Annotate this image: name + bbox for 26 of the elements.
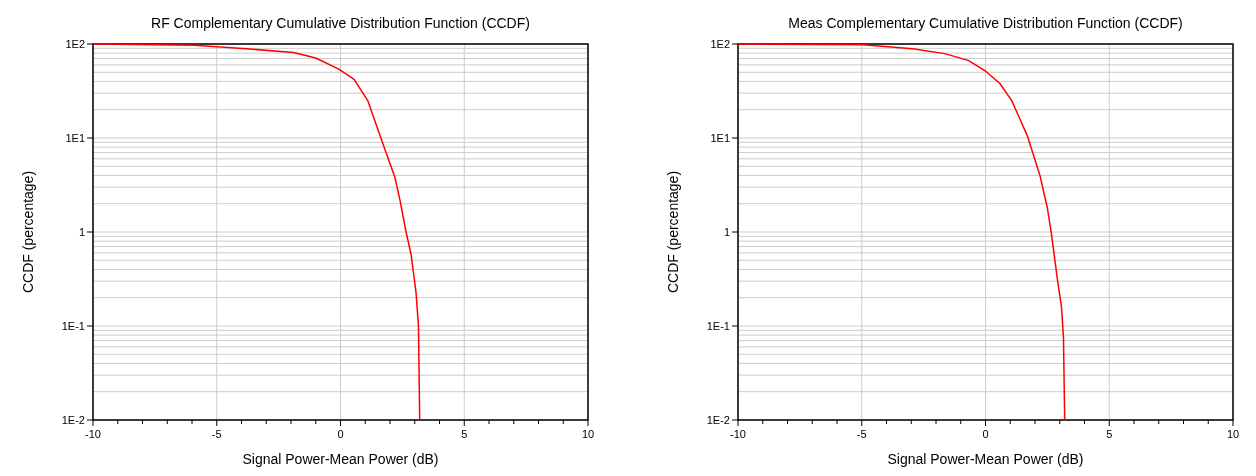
y-tick-label: 1E2 — [65, 38, 85, 50]
x-tick-label: 5 — [1106, 428, 1113, 440]
x-tick-label: 5 — [461, 428, 468, 440]
x-tick-label: 10 — [581, 428, 595, 440]
y-tick-label: 1E-1 — [61, 320, 85, 332]
y-tick-label: 1 — [78, 226, 85, 238]
x-tick-label: -5 — [211, 428, 222, 440]
y-axis-title: CCDF (percentage) — [20, 170, 36, 294]
y-tick-label: 1E-1 — [706, 320, 730, 332]
x-axis-title: Signal Power-Mean Power (dB) — [242, 451, 439, 467]
y-tick-label: 1 — [723, 226, 730, 238]
x-tick-label: -10 — [730, 428, 746, 440]
y-tick-label: 1E-2 — [61, 414, 85, 426]
chart-title: Meas Complementary Cumulative Distribution Function (CCDF) — [788, 15, 1183, 31]
x-tick-label: -10 — [85, 428, 101, 440]
x-tick-label: 0 — [337, 428, 344, 440]
y-tick-label: 1E2 — [710, 38, 730, 50]
x-tick-label: 10 — [1226, 428, 1240, 440]
x-axis-title: Signal Power-Mean Power (dB) — [887, 451, 1084, 467]
x-tick-label: 0 — [982, 428, 989, 440]
x-tick-label: -5 — [856, 428, 867, 440]
y-tick-label: 1E-2 — [706, 414, 730, 426]
y-axis-title: CCDF (percentage) — [665, 170, 681, 294]
y-tick-label: 1E1 — [710, 132, 730, 144]
y-tick-label: 1E1 — [65, 132, 85, 144]
chart-title: RF Complementary Cumulative Distribution Function (CCDF) — [151, 15, 530, 31]
